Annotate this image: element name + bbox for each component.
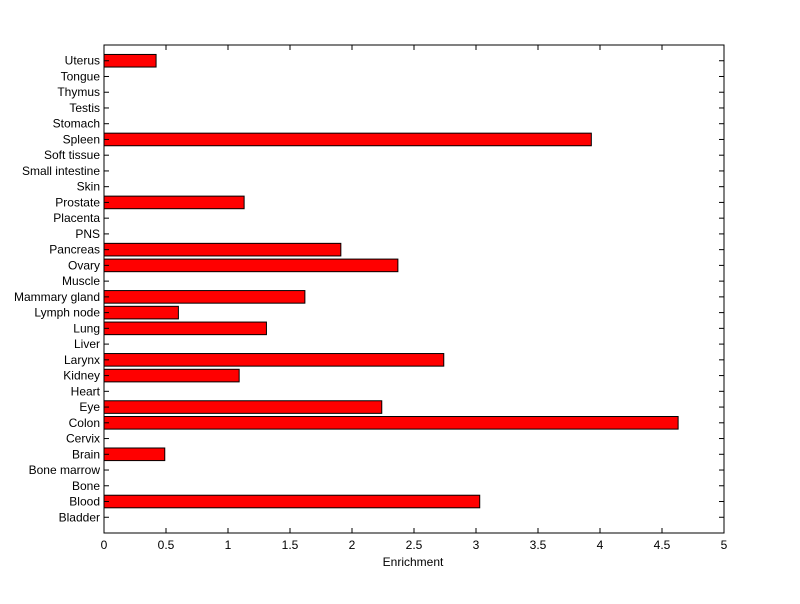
x-tick-label: 4 (597, 538, 604, 552)
y-tick-label-small-intestine: Small intestine (22, 164, 100, 178)
y-tick-label-tongue: Tongue (61, 69, 101, 83)
y-tick-label-bone-marrow: Bone marrow (29, 463, 101, 477)
y-tick-label-larynx: Larynx (64, 353, 100, 367)
y-tick-label-bladder: Bladder (59, 510, 100, 524)
y-tick-label-thymus: Thymus (57, 85, 100, 99)
plot-area (104, 45, 724, 533)
y-tick-label-prostate: Prostate (55, 195, 100, 209)
y-tick-label-eye: Eye (79, 400, 100, 414)
bar-mammary-gland (103, 290, 306, 304)
bar-larynx (103, 353, 445, 367)
bar-uterus (103, 53, 157, 68)
y-tick-label-pns: PNS (75, 227, 100, 241)
bar-eye (103, 400, 383, 414)
bar-colon (103, 416, 679, 430)
x-tick-label: 4.5 (654, 538, 671, 552)
y-tick-label-spleen: Spleen (63, 132, 100, 146)
bar-lung (103, 321, 267, 336)
y-tick-label-muscle: Muscle (62, 274, 100, 288)
x-tick-label: 3 (473, 538, 480, 552)
y-tick-label-lymph-node: Lymph node (34, 306, 100, 320)
x-axis-label: Enrichment (383, 555, 444, 569)
y-tick-label-placenta: Placenta (53, 211, 100, 225)
bar-spleen (103, 132, 592, 147)
bar-lymph-node (103, 305, 179, 320)
x-tick-label: 5 (721, 538, 728, 552)
x-tick-label: 1 (225, 538, 232, 552)
bar-kidney (103, 368, 240, 383)
y-tick-label-mammary-gland: Mammary gland (14, 290, 100, 304)
y-tick-label-cervix: Cervix (66, 432, 100, 446)
y-tick-label-blood: Blood (69, 495, 100, 509)
x-tick-label: 1.5 (282, 538, 299, 552)
y-tick-label-pancreas: Pancreas (49, 243, 100, 257)
y-tick-label-liver: Liver (74, 337, 100, 351)
bar-brain (103, 447, 166, 462)
y-tick-label-soft-tissue: Soft tissue (44, 148, 100, 162)
bar-blood (103, 494, 481, 509)
bar-pancreas (103, 242, 342, 257)
y-tick-label-skin: Skin (77, 180, 100, 194)
y-tick-label-heart: Heart (71, 384, 101, 398)
plot-frame (103, 44, 725, 534)
x-tick-label: 0 (101, 538, 108, 552)
x-tick-label: 0.5 (158, 538, 175, 552)
y-tick-label-lung: Lung (73, 321, 100, 335)
x-tick-label: 2 (349, 538, 356, 552)
x-tick-label: 3.5 (530, 538, 547, 552)
y-tick-label-colon: Colon (69, 416, 100, 430)
y-tick-label-brain: Brain (72, 447, 100, 461)
y-tick-label-ovary: Ovary (68, 258, 100, 272)
bar-ovary (103, 258, 399, 273)
bar-prostate (103, 195, 245, 210)
x-tick-label: 2.5 (406, 538, 423, 552)
y-tick-label-uterus: Uterus (65, 54, 100, 68)
y-tick-label-bone: Bone (72, 479, 100, 493)
y-tick-label-stomach: Stomach (53, 117, 100, 131)
y-tick-label-kidney: Kidney (63, 369, 100, 383)
y-tick-label-testis: Testis (69, 101, 100, 115)
